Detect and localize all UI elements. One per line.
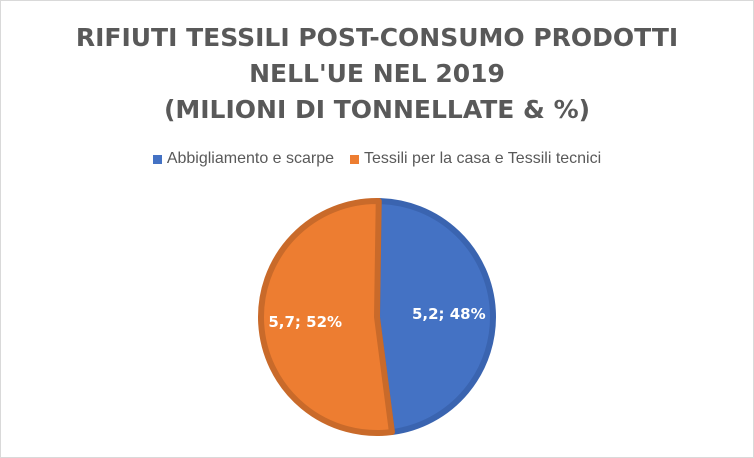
chart-legend: Abbigliamento e scarpe Tessili per la ca… (0, 150, 754, 168)
chart-title: RIFIUTI TESSILI POST-CONSUMO PRODOTTI NE… (0, 20, 754, 128)
legend-item-abbigliamento: Abbigliamento e scarpe (152, 150, 335, 168)
legend-label-abbigliamento: Abbigliamento e scarpe (166, 150, 335, 167)
legend-label-tessili: Tessili per la casa e Tessili tecnici (364, 150, 602, 167)
legend-swatch-tessili (350, 154, 360, 164)
pie-data-label-0: 5,2; 48% (412, 305, 486, 323)
chart-title-line-3: (MILIONI DI TONNELLATE & %) (163, 95, 591, 124)
pie-slice-0 (374, 198, 496, 436)
chart-title-line-2: NELL'UE NEL 2019 (249, 59, 505, 88)
pie-data-label-1: 5,7; 52% (268, 313, 342, 331)
pie-slice-1 (258, 198, 395, 436)
legend-swatch-abbigliamento (152, 154, 162, 164)
chart-title-line-1: RIFIUTI TESSILI POST-CONSUMO PRODOTTI (75, 23, 679, 52)
legend-item-tessili: Tessili per la casa e Tessili tecnici (350, 150, 601, 168)
